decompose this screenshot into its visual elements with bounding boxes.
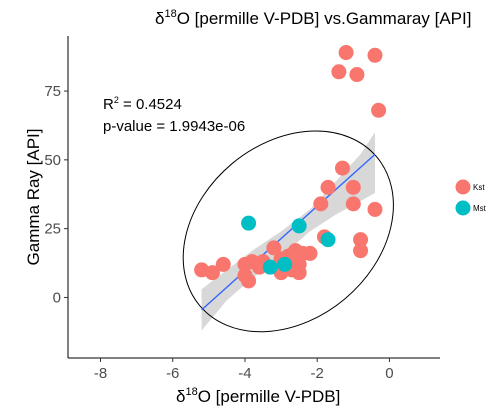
x-tick-label: -2 [311, 365, 324, 382]
x-axis-title: δ18O [permille V-PDB] [176, 386, 340, 406]
data-point-kst [204, 265, 220, 281]
data-point-kst [266, 240, 282, 256]
legend-label-kst: Kst [473, 183, 485, 192]
r-squared-prefix: R [103, 96, 114, 113]
data-point-kst [251, 259, 267, 275]
x-axis-title-prefix: δ [176, 387, 185, 406]
legend-key-mst [455, 200, 471, 216]
data-point-kst [241, 273, 257, 289]
data-point-kst [353, 232, 369, 248]
confidence-ellipse [182, 130, 394, 333]
y-axis-title: Gamma Ray [API] [24, 129, 43, 266]
data-point-kst [302, 245, 318, 261]
r-squared-value: = 0.4524 [119, 96, 182, 113]
chart-title-rest: O [permille V-PDB] vs.Gammaray [API] [177, 9, 472, 28]
y-ticks: 0 25 50 75 [44, 83, 68, 306]
points-layer [194, 45, 387, 289]
x-tick-label: -4 [238, 365, 251, 382]
data-point-kst [291, 265, 307, 281]
data-point-kst [320, 179, 336, 195]
data-point-mst [320, 232, 336, 248]
data-point-kst [331, 64, 347, 80]
data-point-kst [353, 243, 369, 259]
data-point-kst [367, 47, 383, 63]
y-tick-label: 50 [44, 152, 61, 169]
data-point-kst [345, 179, 361, 195]
data-point-kst [215, 256, 231, 272]
regression-line-layer [201, 153, 376, 311]
regression-line [201, 153, 376, 311]
x-tick-label: 0 [385, 365, 393, 382]
x-ticks: -8 -6 -4 -2 0 [94, 358, 394, 382]
x-tick-label: -6 [166, 365, 179, 382]
data-point-kst [338, 45, 354, 61]
data-point-kst [237, 256, 253, 272]
x-tick-label: -8 [94, 365, 107, 382]
legend: Kst Mst [455, 179, 487, 216]
p-value-annotation: p-value = 1.9943e-06 [103, 118, 245, 135]
y-tick-label: 75 [44, 83, 61, 100]
data-point-kst [345, 196, 361, 212]
x-axis-title-rest: O [permille V-PDB] [198, 387, 341, 406]
chart-title-prefix: δ [155, 9, 164, 28]
data-point-mst [277, 256, 293, 272]
x-axis-title-superscript: 18 [185, 386, 197, 398]
data-point-mst [241, 215, 257, 231]
data-point-kst [313, 196, 329, 212]
y-tick-label: 25 [44, 221, 61, 238]
data-point-kst [367, 201, 383, 217]
legend-key-kst [455, 179, 471, 195]
data-point-kst [371, 102, 387, 118]
r-squared-superscript: 2 [114, 95, 119, 105]
data-point-mst [262, 259, 278, 275]
ellipse-layer [182, 130, 394, 333]
y-tick-label: 0 [53, 289, 61, 306]
r-squared-annotation: R2 = 0.4524 [103, 95, 182, 113]
chart-title: δ18O [permille V-PDB] vs.Gammaray [API] [155, 8, 471, 28]
data-point-mst [291, 218, 307, 234]
chart-title-superscript: 18 [164, 8, 176, 20]
legend-label-mst: Mst [473, 204, 487, 213]
data-point-kst [349, 67, 365, 83]
data-point-kst [334, 160, 350, 176]
